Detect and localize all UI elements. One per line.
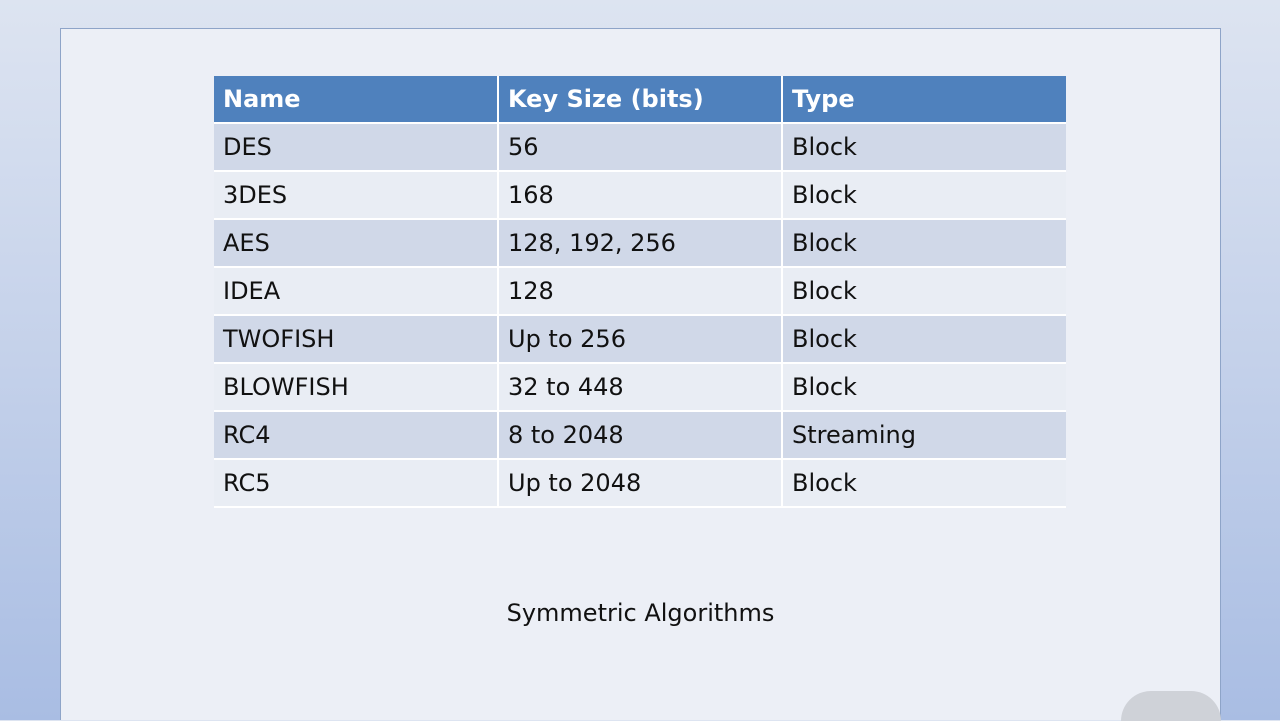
cell-key-size: Up to 256	[498, 315, 783, 364]
cell-name: RC5	[214, 459, 499, 508]
table-row: RC5 Up to 2048 Block	[214, 459, 1066, 508]
watermark-logo	[1121, 691, 1221, 721]
cell-type: Block	[782, 171, 1066, 220]
cell-key-size: 56	[498, 123, 783, 172]
algorithms-table: Name Key Size (bits) Type DES 56 Block 3DES…	[214, 76, 1066, 508]
cell-type: Block	[782, 219, 1066, 268]
header-key-size: Key Size (bits)	[498, 76, 783, 124]
cell-key-size: 128	[498, 267, 783, 316]
cell-key-size: 8 to 2048	[498, 411, 783, 460]
table-row: DES 56 Block	[214, 123, 1066, 172]
table-row: RC4 8 to 2048 Streaming	[214, 411, 1066, 460]
table-row: TWOFISH Up to 256 Block	[214, 315, 1066, 364]
cell-name: IDEA	[214, 267, 499, 316]
cell-name: DES	[214, 123, 499, 172]
cell-key-size: Up to 2048	[498, 459, 783, 508]
table-header-row: Name Key Size (bits) Type	[214, 76, 1066, 124]
slide-caption: Symmetric Algorithms	[506, 599, 775, 627]
table-row: BLOWFISH 32 to 448 Block	[214, 363, 1066, 412]
cell-name: 3DES	[214, 171, 499, 220]
table-row: 3DES 168 Block	[214, 171, 1066, 220]
cell-name: AES	[214, 219, 499, 268]
table-row: IDEA 128 Block	[214, 267, 1066, 316]
cell-type: Block	[782, 123, 1066, 172]
table-row: AES 128, 192, 256 Block	[214, 219, 1066, 268]
cell-type: Block	[782, 363, 1066, 412]
cell-type: Block	[782, 459, 1066, 508]
cell-type: Streaming	[782, 411, 1066, 460]
cell-name: BLOWFISH	[214, 363, 499, 412]
slide: Name Key Size (bits) Type DES 56 Block 3DES…	[60, 28, 1221, 721]
cell-type: Block	[782, 267, 1066, 316]
cell-key-size: 128, 192, 256	[498, 219, 783, 268]
cell-name: TWOFISH	[214, 315, 499, 364]
cell-key-size: 32 to 448	[498, 363, 783, 412]
cell-type: Block	[782, 315, 1066, 364]
cell-key-size: 168	[498, 171, 783, 220]
cell-name: RC4	[214, 411, 499, 460]
header-name: Name	[214, 76, 499, 124]
header-type: Type	[782, 76, 1066, 124]
